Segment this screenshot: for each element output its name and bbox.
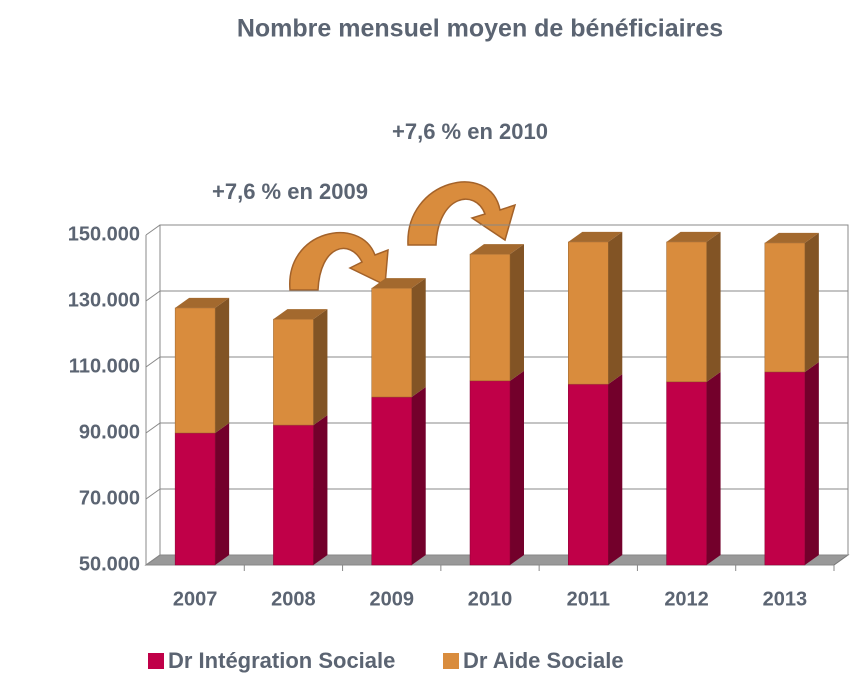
x-tick-label: 2013 [763,588,808,610]
bar [273,318,314,426]
bar-side [608,374,623,565]
y-tick-label: 90.000 [79,421,140,443]
bar [469,380,511,566]
x-tick-label: 2011 [567,588,610,610]
bar [273,424,314,566]
bar-top [470,244,524,255]
chart-title: Nombre mensuel moyen de bénéficiaires [237,15,723,43]
bar-top [371,278,426,289]
bar-top [568,231,623,242]
bar-side [608,231,623,385]
bar [469,253,511,382]
y-tick-label: 50.000 [79,553,140,575]
bar [371,287,412,398]
bar-side [804,361,819,565]
bar-top [273,309,328,320]
bar-side [706,371,721,565]
y-tick-label: 70.000 [79,487,140,509]
y-tick-label: 110.000 [69,355,140,377]
bar [666,381,707,566]
x-tick-label: 2012 [664,588,709,610]
x-tick-label: 2007 [173,588,218,610]
annotation: +7,6 % en 2010 [392,119,548,144]
bar [371,396,412,566]
bar-side [313,309,328,426]
grid-line [145,224,848,236]
bar-side [215,297,230,433]
bar-top [175,297,230,308]
legend-swatch [443,653,459,669]
bar-side [411,278,426,398]
bar [174,432,216,566]
bar-top [666,231,721,242]
growth-arrows [289,181,517,291]
x-tick-label: 2010 [468,588,513,610]
y-tick-label: 150.000 [68,223,140,245]
bar-side [706,231,721,382]
legend-swatch [148,653,164,669]
legend-label: Dr Intégration Sociale [168,648,395,673]
legend-label: Dr Aide Sociale [463,648,624,673]
bar-side [510,244,524,381]
arrow [289,231,389,291]
annotation: +7,6 % en 2009 [212,179,368,204]
bar [568,241,609,385]
x-tick-label: 2008 [271,588,316,610]
bar [174,307,216,434]
x-tick-label: 2009 [369,588,414,610]
y-tick-label: 130.000 [68,289,140,311]
bar-side [804,232,819,372]
bar [666,241,707,383]
bar [764,242,806,373]
bar-side [215,423,230,565]
bar-side [411,387,426,565]
bar [764,371,806,566]
arrow [407,181,517,246]
bar-side [313,415,328,565]
bar-top [764,232,819,243]
bar [568,383,609,566]
bar-side [510,370,524,565]
